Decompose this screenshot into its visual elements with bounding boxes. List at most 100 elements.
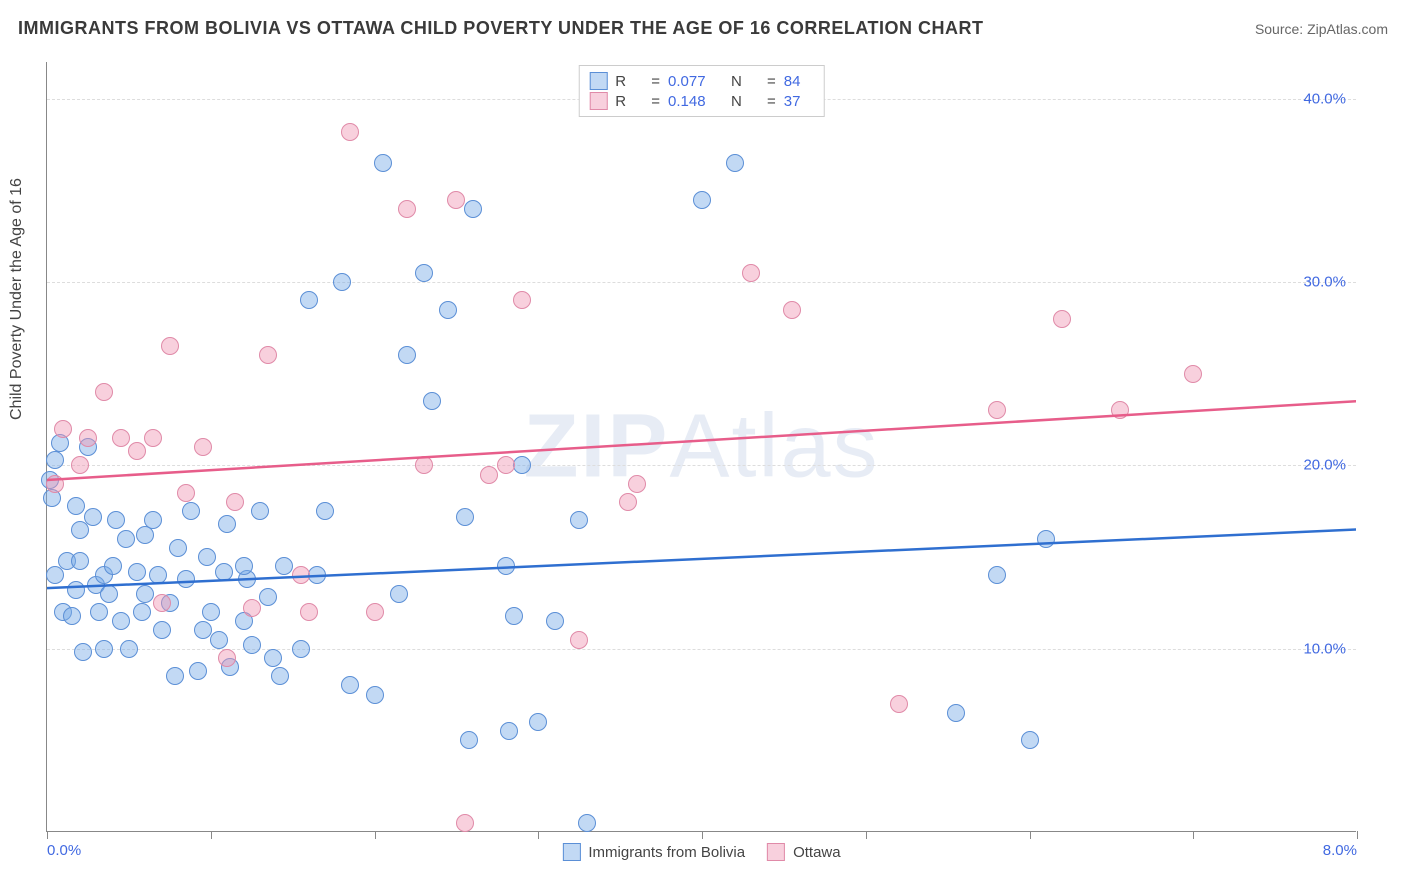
data-point-bolivia [182,502,200,520]
data-point-bolivia [210,631,228,649]
data-point-ottawa [415,456,433,474]
data-point-bolivia [513,456,531,474]
data-point-ottawa [194,438,212,456]
data-point-ottawa [570,631,588,649]
gridline [47,465,1356,466]
data-point-ottawa [988,401,1006,419]
data-point-bolivia [128,563,146,581]
data-point-bolivia [84,508,102,526]
data-point-ottawa [619,493,637,511]
data-point-bolivia [189,662,207,680]
legend-item-bolivia: Immigrants from Bolivia [562,843,745,861]
data-point-bolivia [341,676,359,694]
data-point-ottawa [218,649,236,667]
legend-label: Immigrants from Bolivia [588,844,745,861]
data-point-bolivia [133,603,151,621]
data-point-bolivia [366,686,384,704]
data-point-bolivia [104,557,122,575]
data-point-bolivia [497,557,515,575]
data-point-bolivia [398,346,416,364]
data-point-bolivia [578,814,596,832]
data-point-bolivia [333,273,351,291]
data-point-ottawa [447,191,465,209]
data-point-bolivia [120,640,138,658]
data-point-ottawa [259,346,277,364]
data-point-bolivia [693,191,711,209]
x-tick [1030,831,1031,839]
data-point-bolivia [947,704,965,722]
data-point-bolivia [67,497,85,515]
data-point-ottawa [398,200,416,218]
data-point-bolivia [374,154,392,172]
data-point-ottawa [341,123,359,141]
data-point-bolivia [271,667,289,685]
chart-title: IMMIGRANTS FROM BOLIVIA VS OTTAWA CHILD … [18,18,984,39]
y-tick-label: 30.0% [1303,274,1346,291]
legend-label: Ottawa [793,844,841,861]
data-point-ottawa [112,429,130,447]
data-point-bolivia [100,585,118,603]
data-point-bolivia [456,508,474,526]
data-point-ottawa [1053,310,1071,328]
data-point-ottawa [742,264,760,282]
data-point-bolivia [292,640,310,658]
data-point-bolivia [149,566,167,584]
data-point-ottawa [144,429,162,447]
trend-lines [47,62,1356,831]
data-point-bolivia [570,511,588,529]
data-point-bolivia [198,548,216,566]
legend-item-ottawa: Ottawa [767,843,841,861]
series-legend: Immigrants from Bolivia Ottawa [562,843,840,861]
data-point-bolivia [90,603,108,621]
y-tick-label: 20.0% [1303,457,1346,474]
data-point-bolivia [1021,731,1039,749]
data-point-ottawa [456,814,474,832]
y-tick-label: 40.0% [1303,90,1346,107]
data-point-bolivia [308,566,326,584]
data-point-ottawa [71,456,89,474]
data-point-bolivia [460,731,478,749]
data-point-bolivia [95,640,113,658]
x-tick [211,831,212,839]
scatter-plot-area: ZIPAtlas R=0.077N=84R=0.148N=37 Immigran… [46,62,1356,832]
data-point-bolivia [259,588,277,606]
swatch-bolivia [562,843,580,861]
x-tick [538,831,539,839]
data-point-bolivia [202,603,220,621]
chart-header: IMMIGRANTS FROM BOLIVIA VS OTTAWA CHILD … [18,18,1388,39]
data-point-ottawa [153,594,171,612]
chart-source: Source: ZipAtlas.com [1255,21,1388,37]
stats-row-ottawa: R=0.148N=37 [589,92,814,110]
data-point-bolivia [194,621,212,639]
data-point-bolivia [505,607,523,625]
data-point-ottawa [95,383,113,401]
data-point-ottawa [1111,401,1129,419]
data-point-bolivia [464,200,482,218]
swatch-bolivia [589,72,607,90]
data-point-bolivia [63,607,81,625]
x-tick [375,831,376,839]
data-point-bolivia [46,566,64,584]
data-point-bolivia [251,502,269,520]
data-point-bolivia [67,581,85,599]
data-point-ottawa [497,456,515,474]
swatch-ottawa [767,843,785,861]
x-tick [1357,831,1358,839]
data-point-ottawa [226,493,244,511]
data-point-ottawa [513,291,531,309]
stats-legend: R=0.077N=84R=0.148N=37 [578,65,825,117]
data-point-ottawa [177,484,195,502]
data-point-bolivia [166,667,184,685]
data-point-bolivia [439,301,457,319]
data-point-bolivia [218,515,236,533]
data-point-bolivia [235,557,253,575]
y-tick-label: 10.0% [1303,640,1346,657]
x-tick [702,831,703,839]
data-point-bolivia [144,511,162,529]
data-point-bolivia [71,552,89,570]
data-point-bolivia [112,612,130,630]
trendline-ottawa [47,401,1356,480]
swatch-ottawa [589,92,607,110]
data-point-bolivia [215,563,233,581]
watermark: ZIPAtlas [523,395,879,498]
